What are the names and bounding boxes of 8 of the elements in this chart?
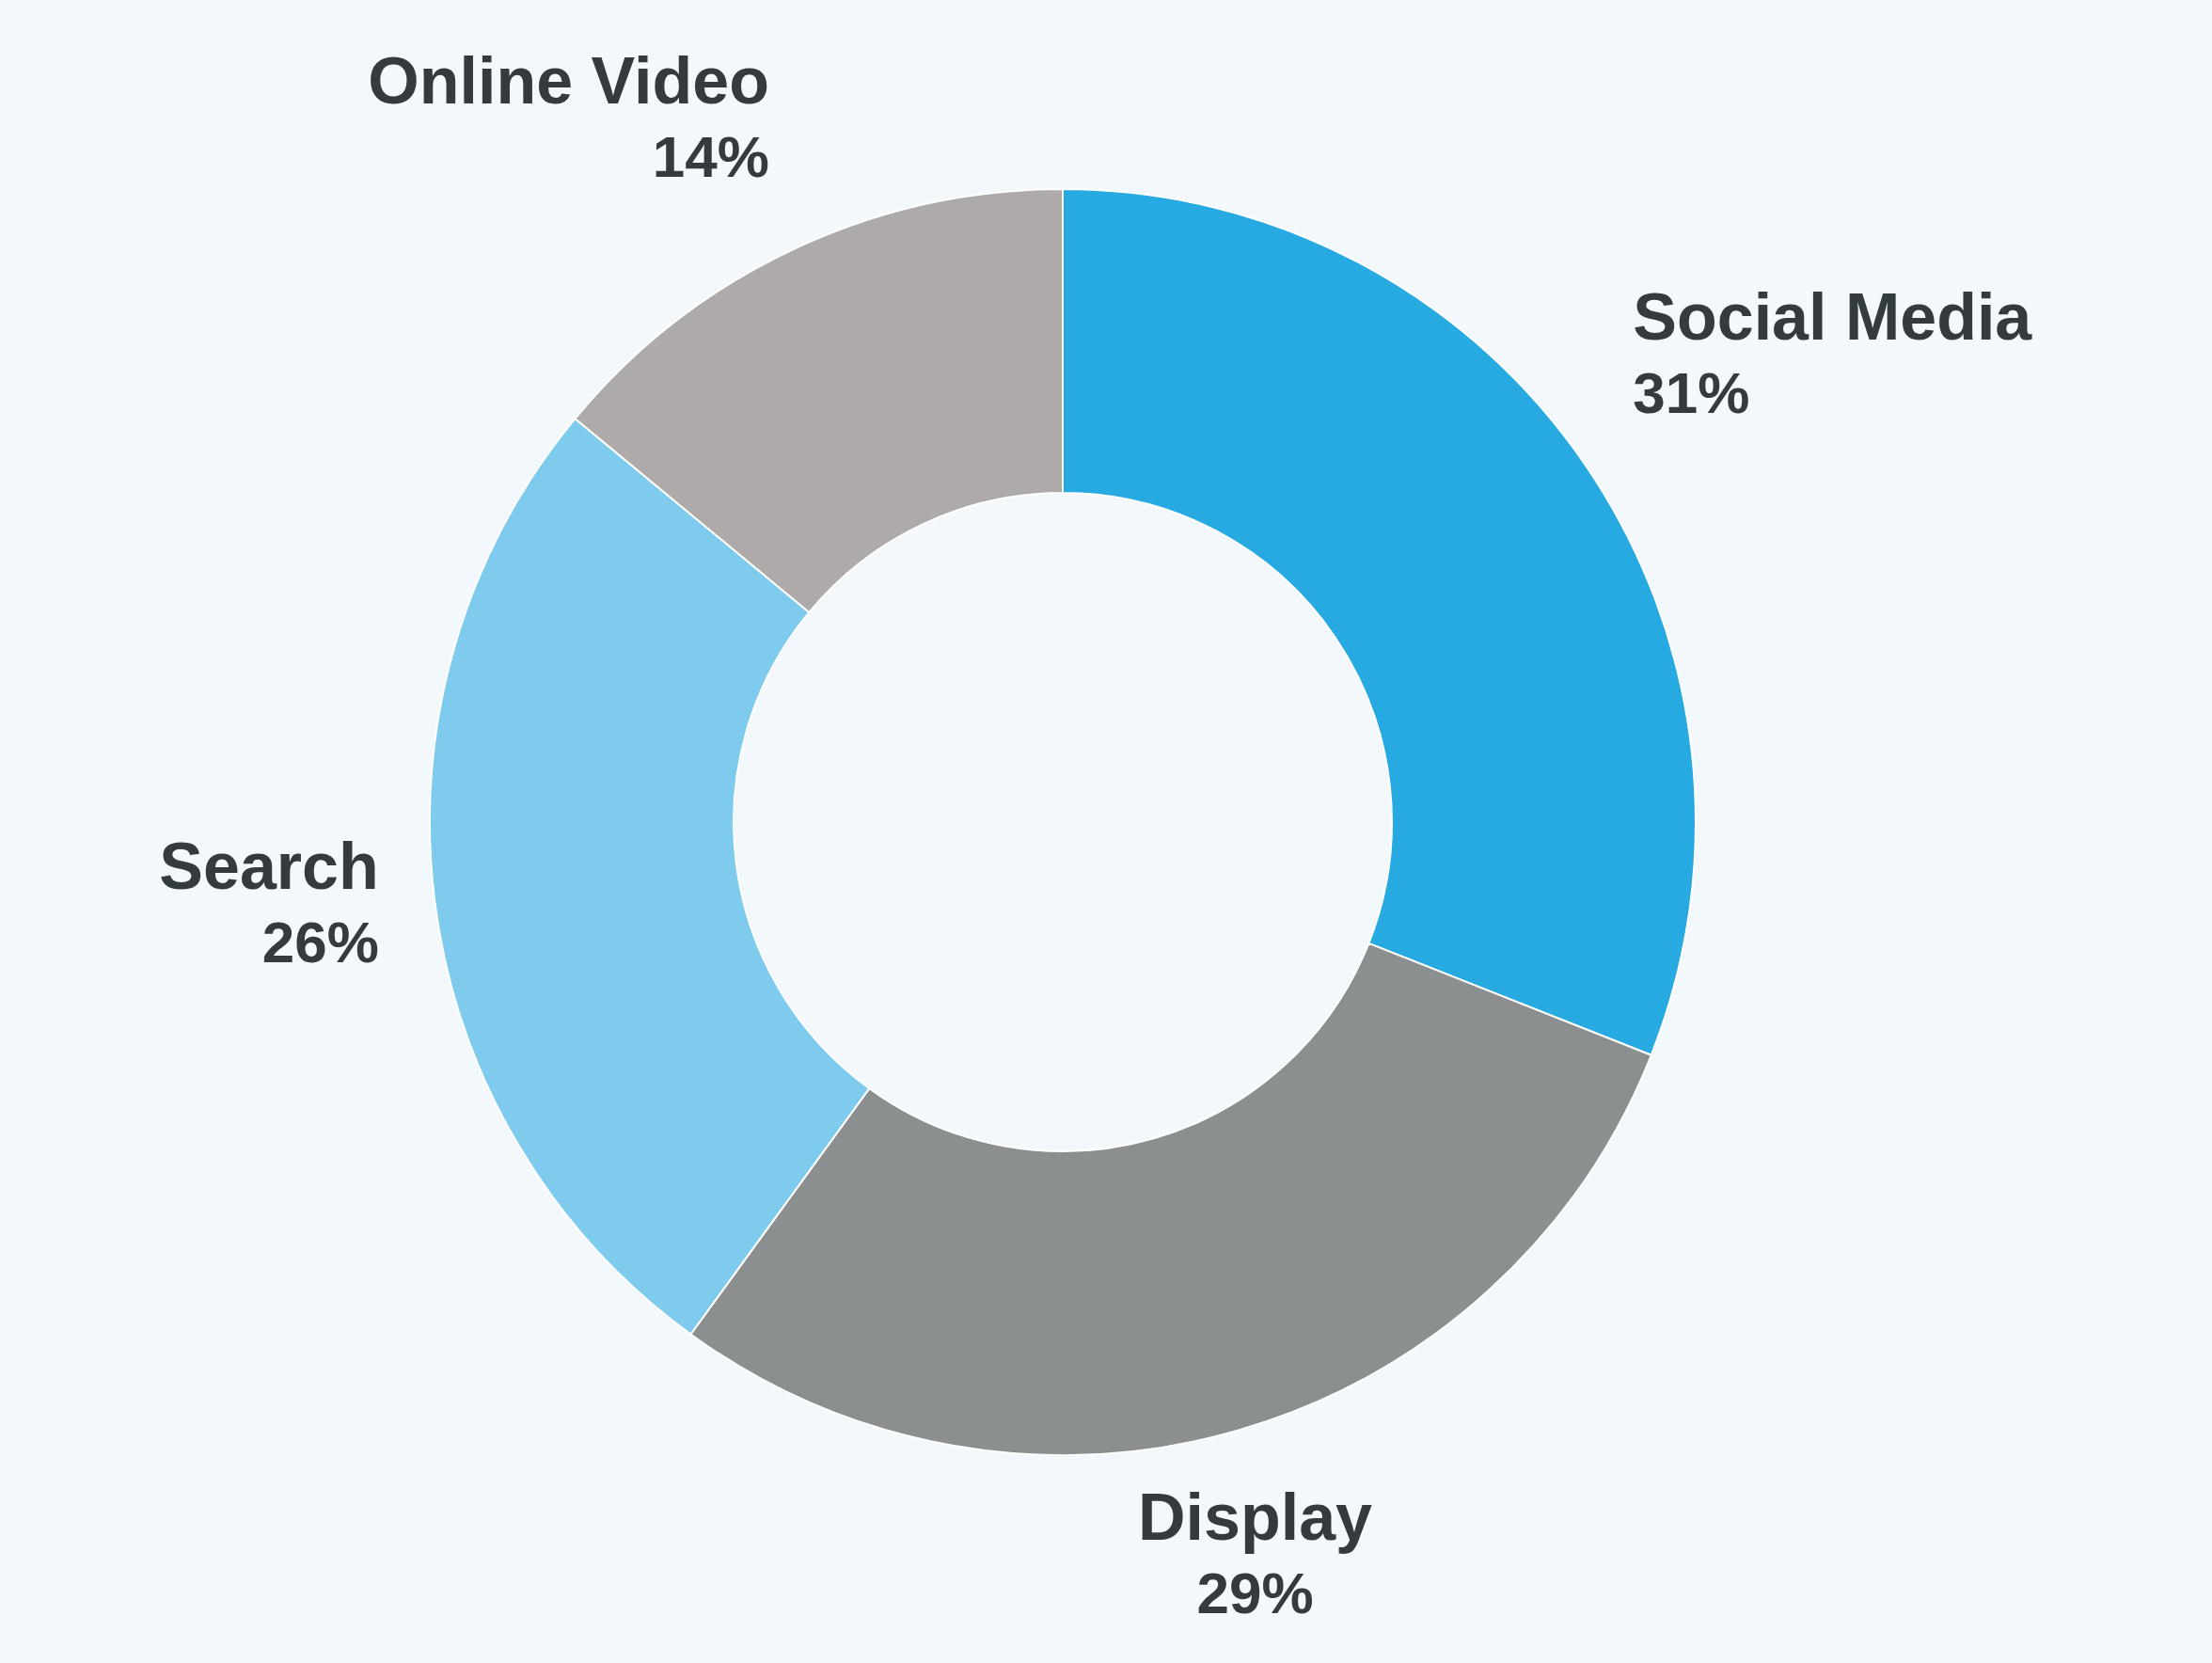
data-label: 14% — [652, 123, 769, 189]
data-label: 29% — [1196, 1560, 1314, 1625]
slice-label: Social Media — [1633, 280, 2033, 355]
slice-label: Display — [1138, 1481, 1373, 1555]
slice-label: Search — [159, 830, 379, 904]
data-label: 26% — [261, 909, 379, 974]
slice-label: Online Video — [368, 44, 769, 119]
data-label: 31% — [1633, 360, 1750, 426]
